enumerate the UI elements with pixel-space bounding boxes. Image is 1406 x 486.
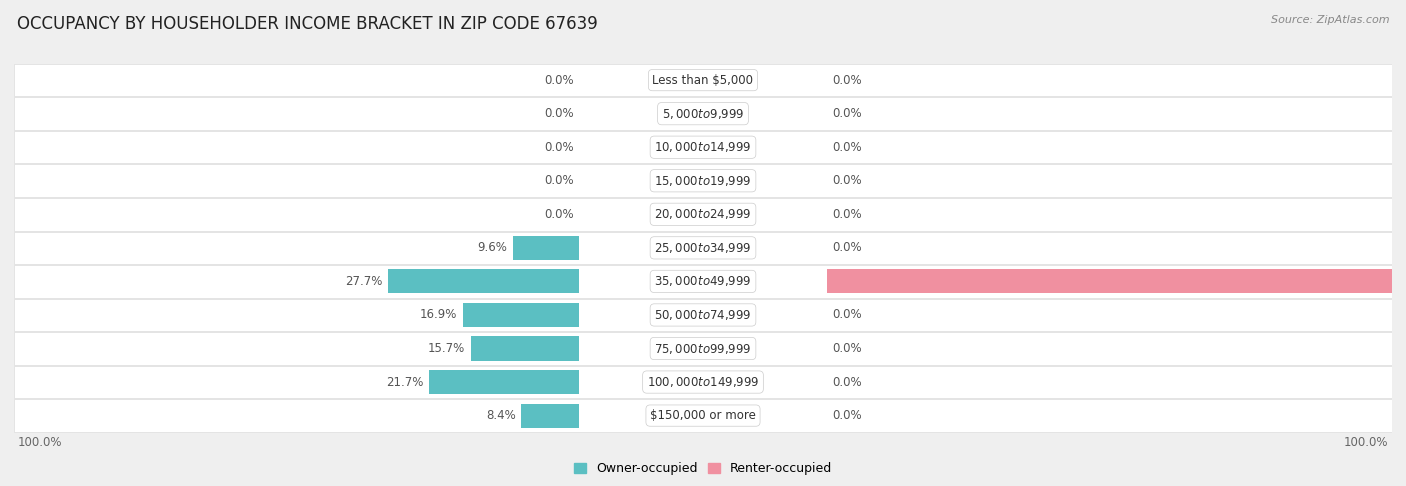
Text: $150,000 or more: $150,000 or more	[650, 409, 756, 422]
FancyBboxPatch shape	[14, 265, 1392, 298]
Text: 0.0%: 0.0%	[544, 174, 574, 187]
Text: $35,000 to $49,999: $35,000 to $49,999	[654, 275, 752, 288]
Legend: Owner-occupied, Renter-occupied: Owner-occupied, Renter-occupied	[568, 457, 838, 481]
Text: 0.0%: 0.0%	[832, 73, 862, 87]
FancyBboxPatch shape	[14, 332, 1392, 365]
Text: 0.0%: 0.0%	[832, 141, 862, 154]
FancyBboxPatch shape	[14, 97, 1392, 130]
Text: 27.7%: 27.7%	[346, 275, 382, 288]
Text: 0.0%: 0.0%	[544, 73, 574, 87]
Bar	[522, 403, 579, 428]
FancyBboxPatch shape	[14, 131, 1392, 163]
Text: $50,000 to $74,999: $50,000 to $74,999	[654, 308, 752, 322]
Bar	[827, 269, 1406, 294]
Text: $5,000 to $9,999: $5,000 to $9,999	[662, 106, 744, 121]
Text: $100,000 to $149,999: $100,000 to $149,999	[647, 375, 759, 389]
FancyBboxPatch shape	[14, 232, 1392, 264]
Text: 0.0%: 0.0%	[832, 342, 862, 355]
Text: $20,000 to $24,999: $20,000 to $24,999	[654, 208, 752, 221]
Bar	[429, 370, 579, 394]
Text: 0.0%: 0.0%	[544, 107, 574, 120]
Text: OCCUPANCY BY HOUSEHOLDER INCOME BRACKET IN ZIP CODE 67639: OCCUPANCY BY HOUSEHOLDER INCOME BRACKET …	[17, 15, 598, 33]
FancyBboxPatch shape	[14, 299, 1392, 331]
Text: 0.0%: 0.0%	[832, 107, 862, 120]
Text: 0.0%: 0.0%	[832, 242, 862, 254]
FancyBboxPatch shape	[14, 164, 1392, 197]
Text: 0.0%: 0.0%	[832, 208, 862, 221]
Text: 15.7%: 15.7%	[427, 342, 465, 355]
Text: $15,000 to $19,999: $15,000 to $19,999	[654, 174, 752, 188]
Text: Source: ZipAtlas.com: Source: ZipAtlas.com	[1271, 15, 1389, 25]
Text: 8.4%: 8.4%	[486, 409, 516, 422]
FancyBboxPatch shape	[14, 399, 1392, 432]
Text: 0.0%: 0.0%	[832, 409, 862, 422]
Text: Less than $5,000: Less than $5,000	[652, 73, 754, 87]
Text: 16.9%: 16.9%	[419, 309, 457, 321]
Text: $25,000 to $34,999: $25,000 to $34,999	[654, 241, 752, 255]
Text: 100.0%: 100.0%	[1344, 436, 1389, 450]
FancyBboxPatch shape	[14, 64, 1392, 96]
Text: $10,000 to $14,999: $10,000 to $14,999	[654, 140, 752, 154]
Text: 0.0%: 0.0%	[544, 141, 574, 154]
Bar	[388, 269, 579, 294]
Bar	[471, 336, 579, 361]
Text: 0.0%: 0.0%	[832, 174, 862, 187]
Text: $75,000 to $99,999: $75,000 to $99,999	[654, 342, 752, 355]
FancyBboxPatch shape	[14, 198, 1392, 230]
Text: 9.6%: 9.6%	[478, 242, 508, 254]
FancyBboxPatch shape	[14, 366, 1392, 399]
Text: 0.0%: 0.0%	[832, 376, 862, 388]
Text: 21.7%: 21.7%	[387, 376, 425, 388]
Bar	[463, 303, 579, 327]
Text: 100.0%: 100.0%	[17, 436, 62, 450]
Text: 0.0%: 0.0%	[544, 208, 574, 221]
Bar	[513, 236, 579, 260]
Text: 0.0%: 0.0%	[832, 309, 862, 321]
